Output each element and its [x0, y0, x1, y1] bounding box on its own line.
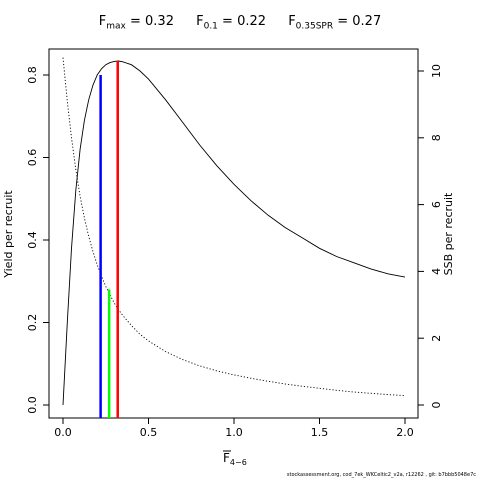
plot-frame [48, 48, 419, 419]
title-f01: F0.1 = 0.22 [196, 14, 267, 32]
x-tick-label: 0.5 [140, 426, 158, 439]
y2-tick-label: 10 [430, 64, 443, 78]
title-fmax: Fmax = 0.32 [98, 14, 174, 32]
y2-tick-label: 0 [430, 402, 443, 409]
chart-title: Fmax = 0.32 F0.1 = 0.22 F0.35SPR = 0.27 [0, 14, 480, 32]
title-fspr: F0.35SPR = 0.27 [288, 14, 382, 32]
ssb-per-recruit-line [62, 57, 406, 397]
y2-tick-label: 4 [430, 268, 443, 275]
x-tick-label: 2.0 [396, 426, 414, 439]
x-axis-title-symbol: F [223, 451, 230, 465]
x-tick-label: 0.0 [54, 426, 72, 439]
y-axis-title-right: SSB per recruit [442, 192, 455, 275]
y2-tick-label: 8 [430, 134, 443, 141]
x-tick-label: 1.0 [225, 426, 243, 439]
y-tick-label: 0.4 [26, 231, 39, 249]
x-axis-title-subscript: 4−6 [230, 458, 247, 467]
y-tick-label: 0.0 [26, 396, 39, 414]
reference-lines [99, 60, 119, 418]
y2-tick-label: 2 [430, 335, 443, 342]
y-axis-right: 0 2 4 6 8 10 [418, 64, 443, 409]
series-layer [62, 57, 406, 406]
y-tick-label: 0.8 [26, 66, 39, 84]
yield-per-recruit-line [62, 60, 406, 406]
x-axis-title: F4−6 [223, 450, 247, 467]
y-axis-left: 0.0 0.2 0.4 0.6 0.8 [26, 66, 49, 414]
y-axis-title-left: Yield per recruit [2, 190, 15, 279]
x-axis: 0.0 0.5 1.0 1.5 2.0 [54, 418, 414, 439]
y-tick-label: 0.6 [26, 149, 39, 167]
svg-text:F4−6: F4−6 [223, 451, 247, 467]
x-tick-label: 1.5 [311, 426, 329, 439]
y2-tick-label: 6 [430, 201, 443, 208]
y-tick-label: 0.2 [26, 314, 39, 332]
footer-note: stockassessment.org, cod_7ek_WKCeltic2_v… [286, 472, 476, 478]
